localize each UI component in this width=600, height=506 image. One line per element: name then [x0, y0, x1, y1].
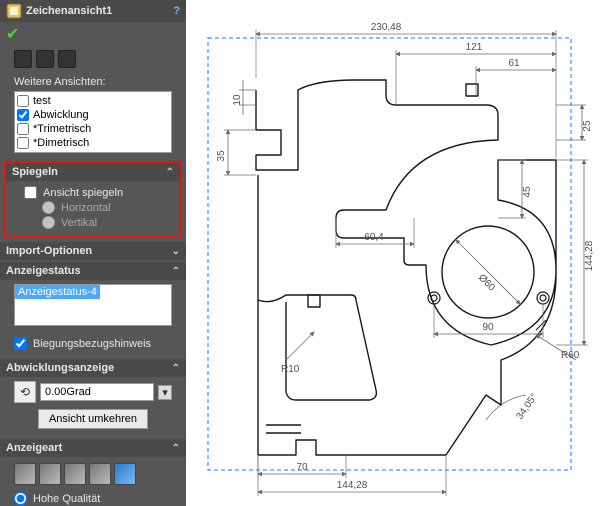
list-item-check[interactable] — [17, 95, 29, 107]
anzeigeart-body: Hohe Qualität Entwurfsqualität — [0, 457, 186, 506]
bend-note-label: Biegungsbezugshinweis — [33, 338, 151, 350]
drawing-canvas[interactable]: 230,48 121 61 35 10 25 — [186, 0, 600, 506]
panel-titlebar: Zeichenansicht1 ? — [0, 0, 186, 22]
spiegeln-header[interactable]: Spiegeln ⌃ — [6, 163, 180, 181]
chevron-up-icon: ⌃ — [172, 266, 180, 277]
abwicklungsanzeige-header[interactable]: Abwicklungsanzeige ⌃ — [0, 359, 186, 377]
style-icon-shaded-edges[interactable] — [89, 463, 111, 485]
drawing-svg: 230,48 121 61 35 10 25 — [186, 0, 600, 506]
invert-view-button[interactable]: Ansicht umkehren — [38, 409, 148, 429]
help-icon[interactable]: ? — [173, 5, 180, 17]
drawing-view-icon — [6, 3, 22, 19]
confirm-check-icon[interactable]: ✔ — [6, 26, 19, 43]
list-item: Abwicklung — [17, 108, 169, 122]
svg-text:90: 90 — [482, 322, 494, 333]
chevron-up-icon: ⌃ — [172, 363, 180, 374]
list-item-label: test — [33, 94, 51, 108]
weitere-ansichten-label: Weitere Ansichten: — [14, 76, 172, 88]
svg-text:144,28: 144,28 — [584, 240, 595, 271]
section-title: Spiegeln — [12, 166, 58, 178]
spiegeln-body: Ansicht spiegeln Horizontal Vertikal — [6, 181, 180, 236]
quality-high-radio[interactable]: Hohe Qualität — [14, 491, 172, 506]
section-title: Abwicklungsanzeige — [6, 362, 114, 374]
mirror-vertical-radio[interactable]: Vertikal — [42, 215, 166, 230]
svg-text:144,28: 144,28 — [337, 480, 368, 491]
svg-text:10: 10 — [232, 94, 243, 106]
abwicklungsanzeige-body: ⟲ 0.00Grad ▾ Ansicht umkehren — [0, 377, 186, 437]
svg-text:70: 70 — [296, 462, 308, 473]
display-state-list[interactable]: Anzeigestatus-4 — [14, 284, 172, 326]
anzeigestatus-body: Anzeigestatus-4 — [0, 280, 186, 332]
weitere-ansichten-list[interactable]: test Abwicklung *Trimetrisch *Dimetrisch — [14, 91, 172, 153]
section-title: Anzeigestatus — [6, 265, 81, 277]
svg-text:230,48: 230,48 — [371, 22, 402, 33]
display-state-selected[interactable]: Anzeigestatus-4 — [15, 285, 100, 299]
list-item-check[interactable] — [17, 109, 29, 121]
svg-text:61: 61 — [508, 58, 520, 69]
anzeigeart-header[interactable]: Anzeigeart ⌃ — [0, 439, 186, 457]
chevron-up-icon: ⌃ — [172, 443, 180, 454]
svg-text:45: 45 — [522, 186, 533, 198]
property-panel: Zeichenansicht1 ? ✔ Weitere Ansichten: t… — [0, 0, 186, 506]
section-title: Import-Optionen — [6, 245, 92, 257]
radio-label: Vertikal — [61, 217, 97, 229]
display-style-icons — [14, 461, 172, 491]
svg-text:60,4: 60,4 — [364, 232, 384, 243]
mirror-horizontal-radio[interactable]: Horizontal — [42, 200, 166, 215]
style-icon-shaded[interactable] — [114, 463, 136, 485]
list-item: test — [17, 94, 169, 108]
mirror-view-label: Ansicht spiegeln — [43, 187, 123, 199]
list-item-label: Abwicklung — [33, 108, 89, 122]
weitere-ansichten-section: Weitere Ansichten: test Abwicklung *Trim… — [0, 72, 186, 159]
svg-text:121: 121 — [466, 42, 483, 53]
anzeigestatus-header[interactable]: Anzeigestatus ⌃ — [0, 262, 186, 280]
list-item-label: *Dimetrisch — [33, 136, 89, 150]
tool-icon-1[interactable] — [14, 50, 32, 68]
svg-text:34,05°: 34,05° — [514, 392, 540, 422]
chevron-up-icon: ⌃ — [166, 167, 174, 178]
style-icon-hidden[interactable] — [39, 463, 61, 485]
confirm-row: ✔ — [0, 22, 186, 46]
biegungsbezug-section: Biegungsbezugshinweis — [0, 332, 186, 357]
style-icon-wire[interactable] — [14, 463, 36, 485]
list-item: *Trimetrisch — [17, 122, 169, 136]
spiegeln-highlight: Spiegeln ⌃ Ansicht spiegeln Horizontal V… — [4, 161, 182, 238]
svg-text:25: 25 — [582, 120, 593, 132]
import-optionen-header[interactable]: Import-Optionen ⌄ — [0, 242, 186, 260]
svg-text:Ø60: Ø60 — [476, 272, 497, 293]
bend-note-checkbox[interactable]: Biegungsbezugshinweis — [14, 336, 172, 351]
section-title: Anzeigeart — [6, 442, 62, 454]
list-item-check[interactable] — [17, 137, 29, 149]
angle-icon: ⟲ — [14, 381, 36, 403]
svg-text:R10: R10 — [281, 364, 300, 375]
panel-toolbar — [0, 46, 186, 72]
angle-input[interactable]: 0.00Grad — [40, 383, 154, 401]
angle-dropdown-icon[interactable]: ▾ — [158, 385, 172, 400]
panel-title: Zeichenansicht1 — [26, 5, 173, 17]
tool-icon-3[interactable] — [58, 50, 76, 68]
mirror-view-checkbox[interactable]: Ansicht spiegeln — [24, 185, 166, 200]
svg-text:R60: R60 — [561, 350, 580, 361]
list-item-check[interactable] — [17, 123, 29, 135]
part-outline — [256, 80, 556, 455]
radio-label: Horizontal — [61, 202, 111, 214]
svg-text:35: 35 — [216, 150, 227, 162]
chevron-down-icon: ⌄ — [172, 246, 180, 257]
radio-label: Hohe Qualität — [33, 493, 100, 505]
list-item-label: *Trimetrisch — [33, 122, 91, 136]
style-icon-hlr[interactable] — [64, 463, 86, 485]
tool-icon-2[interactable] — [36, 50, 54, 68]
list-item: *Dimetrisch — [17, 136, 169, 150]
